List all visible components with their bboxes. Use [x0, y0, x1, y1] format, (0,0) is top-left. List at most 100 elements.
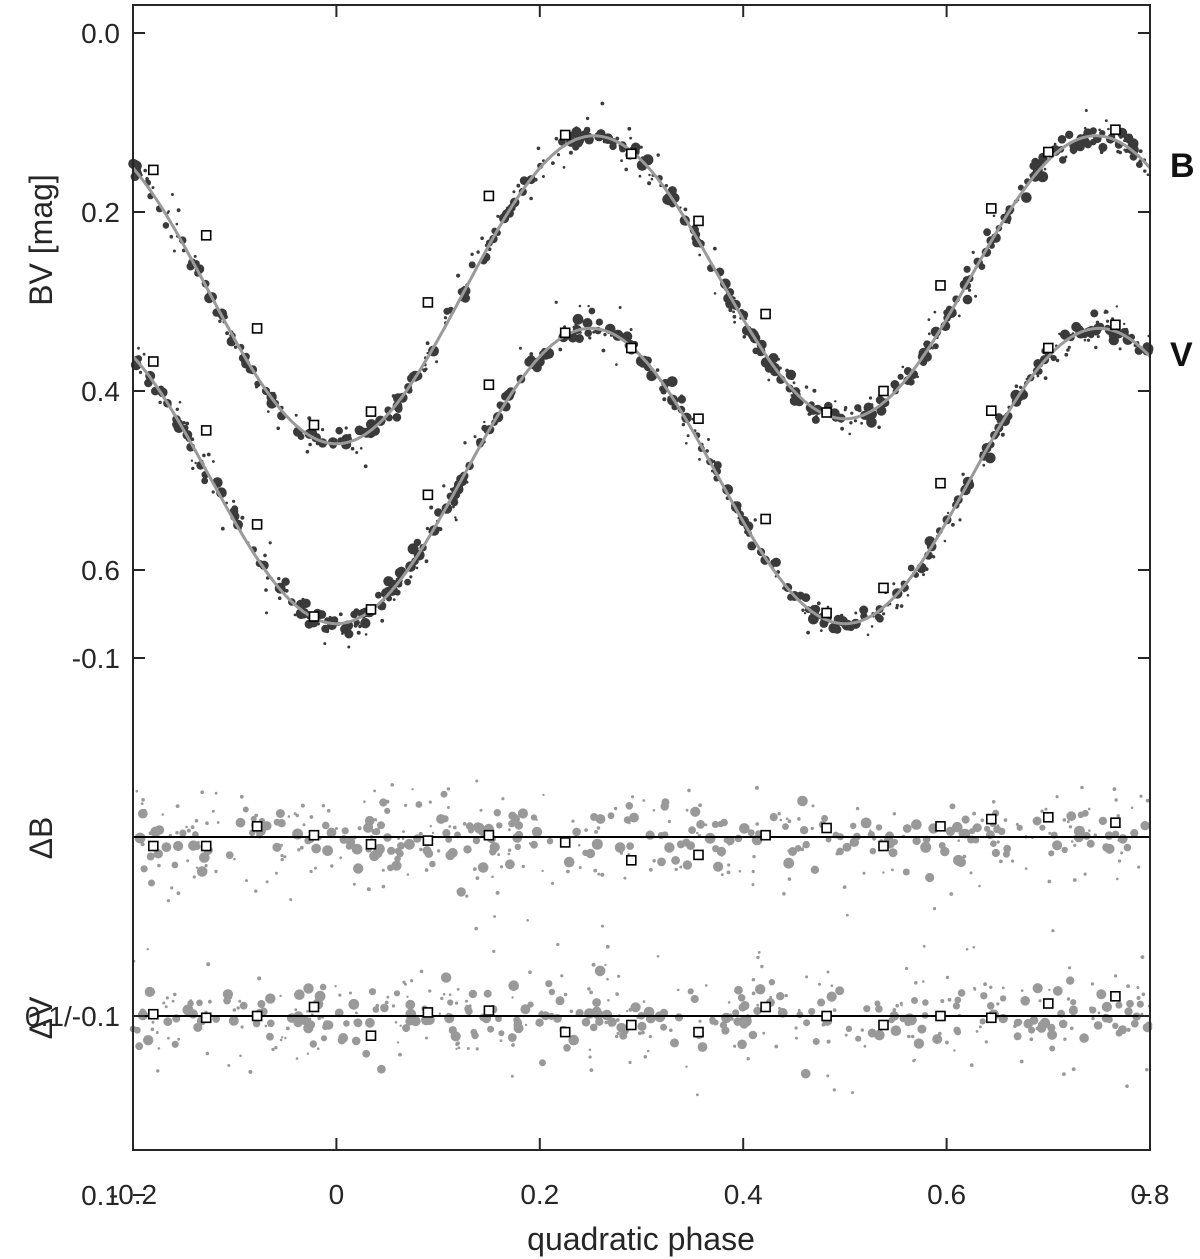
- binned-point-v: [483, 379, 495, 391]
- residual-point-delta-v: [368, 988, 377, 996]
- residual-point-delta-b: [799, 826, 809, 835]
- observation-point-b: [992, 214, 996, 218]
- observation-point-v: [277, 596, 282, 600]
- residual-point-delta-b: [280, 843, 284, 847]
- observation-point-v: [182, 421, 186, 425]
- residual-point-delta-b: [550, 881, 555, 886]
- binned-point-delta-b: [251, 820, 263, 832]
- observation-point-v: [344, 629, 354, 639]
- observation-point-v: [1096, 335, 1100, 339]
- residual-point-delta-b: [491, 875, 494, 879]
- binned-point-delta-b: [625, 854, 637, 866]
- residual-point-delta-b: [1123, 843, 1132, 852]
- observation-point-v: [1083, 338, 1087, 342]
- residual-point-delta-v: [1023, 1018, 1034, 1029]
- observation-point-b: [876, 405, 887, 416]
- residual-point-delta-b: [682, 860, 693, 870]
- observation-point-v: [899, 604, 904, 608]
- observation-point-v: [907, 564, 915, 572]
- residual-point-delta-b: [850, 822, 857, 829]
- binned-point-v: [308, 611, 320, 622]
- observation-point-b: [870, 403, 874, 407]
- residual-point-delta-b: [493, 809, 501, 817]
- residual-point-delta-b: [429, 860, 436, 868]
- observation-point-b: [732, 314, 737, 319]
- residual-point-delta-b: [157, 863, 161, 868]
- binned-point-delta-b: [878, 840, 889, 852]
- residual-point-delta-v: [307, 1017, 312, 1022]
- observation-point-v: [220, 526, 225, 531]
- residual-point-delta-b: [262, 821, 272, 831]
- residual-point-delta-v: [1140, 955, 1145, 959]
- observation-point-v: [574, 323, 578, 327]
- residual-point-delta-v: [163, 1017, 173, 1026]
- residual-point-delta-b: [314, 866, 317, 870]
- residual-point-delta-v: [698, 1019, 702, 1023]
- residual-point-delta-b: [875, 824, 883, 831]
- observation-point-b: [962, 294, 973, 305]
- residual-point-delta-b: [411, 788, 414, 791]
- residual-point-delta-b: [495, 890, 500, 895]
- residual-point-delta-v: [139, 1008, 146, 1016]
- observation-point-b: [957, 314, 961, 318]
- residual-point-delta-v: [762, 1031, 766, 1035]
- residual-point-delta-b: [686, 841, 695, 850]
- residual-point-delta-v: [630, 1002, 641, 1013]
- residual-point-delta-b: [283, 855, 287, 859]
- binned-point-v: [251, 519, 263, 530]
- binned-point-delta-v: [1110, 990, 1121, 1002]
- observation-point-b: [572, 143, 580, 151]
- residual-point-delta-v: [986, 1002, 995, 1010]
- observation-point-b: [839, 419, 843, 423]
- observation-point-v: [1124, 327, 1129, 332]
- binned-point-b: [878, 385, 889, 397]
- residual-point-delta-v: [440, 996, 444, 1001]
- residual-point-delta-b: [1032, 816, 1042, 826]
- residual-point-delta-v: [314, 990, 326, 1002]
- observation-point-v: [232, 499, 236, 503]
- binned-point-delta-v: [625, 1019, 637, 1031]
- observation-point-v: [406, 562, 409, 566]
- observation-point-b: [145, 177, 149, 181]
- model-curve-v: [131, 326, 1152, 626]
- residual-point-delta-b: [196, 866, 208, 877]
- residual-point-delta-b: [275, 809, 285, 818]
- observation-point-v: [618, 306, 622, 309]
- observation-point-b: [767, 378, 771, 382]
- residual-point-delta-v: [595, 1017, 604, 1026]
- observation-point-v: [263, 553, 267, 558]
- residual-point-delta-v: [818, 982, 821, 986]
- observation-point-b: [435, 360, 439, 364]
- residual-point-delta-b: [614, 842, 626, 853]
- residual-point-delta-b: [1139, 794, 1143, 798]
- observation-point-v: [450, 487, 453, 491]
- observation-point-b: [1143, 169, 1147, 173]
- observation-point-b: [844, 406, 848, 410]
- residual-point-delta-b: [787, 877, 792, 881]
- observation-point-b: [620, 159, 623, 163]
- residual-point-delta-b: [535, 818, 538, 821]
- residual-point-delta-v: [755, 984, 766, 995]
- residual-point-delta-b: [869, 829, 872, 832]
- residual-point-delta-v: [1115, 1001, 1123, 1009]
- binned-point-v: [760, 513, 771, 525]
- residual-point-delta-b: [855, 806, 860, 811]
- binned-point-delta-v: [1043, 998, 1054, 1009]
- residual-point-delta-v: [803, 1019, 811, 1027]
- residual-point-delta-v: [642, 1000, 646, 1003]
- residual-point-delta-v: [406, 995, 409, 998]
- observation-point-v: [454, 518, 458, 522]
- observation-point-v: [951, 522, 955, 527]
- residual-point-delta-v: [511, 996, 514, 999]
- residual-point-delta-v: [493, 915, 496, 918]
- residual-point-delta-b: [280, 857, 284, 862]
- residual-point-delta-v: [475, 1047, 479, 1051]
- observation-point-v: [317, 610, 327, 619]
- observation-point-b: [647, 181, 652, 186]
- observation-point-v: [870, 625, 874, 628]
- observation-point-v: [190, 437, 195, 442]
- observation-point-v: [323, 642, 327, 646]
- observation-point-v: [958, 518, 962, 522]
- residual-point-delta-b: [1044, 807, 1048, 811]
- observation-point-b: [1136, 161, 1143, 169]
